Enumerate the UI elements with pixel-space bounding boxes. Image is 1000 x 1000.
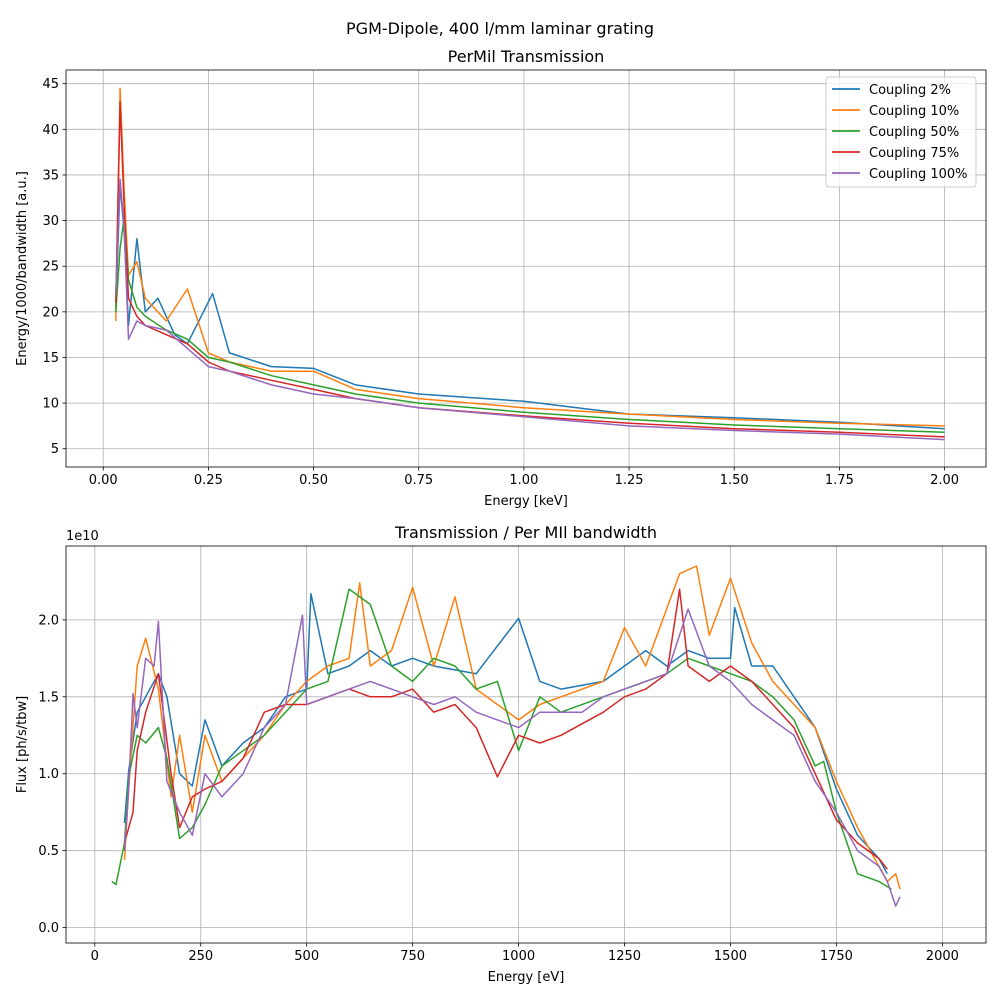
y-axis-offset-text: 1e10 <box>66 529 99 544</box>
legend-entry-label: Coupling 100% <box>869 167 968 182</box>
y-tick-label: 2.0 <box>38 613 59 628</box>
plot-transmission-per-mil-bandwidth: 0 250 500 750 1000 1250 1500 1750 2000 0.0 0.5 1.0 1… <box>15 523 987 985</box>
x-tick-label: 0.50 <box>299 473 328 488</box>
series-line-coupling-75pct <box>123 588 888 870</box>
x-tick-label: 0.25 <box>194 473 223 488</box>
x-axis-label: Energy [eV] <box>488 970 565 985</box>
y-tick-label: 5 <box>51 442 59 457</box>
y-tick-label: 25 <box>42 260 59 275</box>
axes-frame <box>65 69 987 468</box>
series-line-coupling-10pct <box>123 565 901 890</box>
x-axis-label: Energy [keV] <box>484 494 568 509</box>
x-tick-label: 1.00 <box>509 473 538 488</box>
y-tick-label: 40 <box>42 123 59 138</box>
x-tick-label: 0 <box>91 949 99 964</box>
x-tick-label: 2000 <box>926 949 959 964</box>
series-line-coupling-100pct <box>115 178 945 441</box>
y-tick-label: 30 <box>42 214 59 229</box>
x-tick-label: 1750 <box>820 949 853 964</box>
x-tick-label: 1500 <box>714 949 747 964</box>
plot-permil-transmission: 0.00 0.25 0.50 0.75 1.00 1.25 1.50 1.75 2.00 5 10 1… <box>15 47 987 509</box>
legend-entry-label: Coupling 10% <box>869 104 959 119</box>
x-tick-label: 250 <box>188 949 213 964</box>
x-tick-label: 0.00 <box>89 473 118 488</box>
x-tick-label: 750 <box>400 949 425 964</box>
x-tick-label: 2.00 <box>930 473 959 488</box>
chart-title: PerMil Transmission <box>448 47 605 66</box>
x-tick-label: 1.25 <box>615 473 644 488</box>
y-tick-label: 0.5 <box>38 844 59 859</box>
y-tick-label: 20 <box>42 305 59 320</box>
series-line-coupling-100pct <box>123 608 901 907</box>
series-line-coupling-50pct <box>111 588 892 890</box>
y-tick-label: 1.5 <box>38 690 59 705</box>
y-tick-label: 10 <box>42 397 59 412</box>
y-tick-label: 15 <box>42 351 59 366</box>
x-tick-label: 1.50 <box>720 473 749 488</box>
figure-suptitle: PGM-Dipole, 400 l/mm laminar grating <box>346 19 654 38</box>
legend-entry-label: Coupling 75% <box>869 146 959 161</box>
x-tick-label: 1.75 <box>825 473 854 488</box>
series-line-coupling-2pct <box>115 183 945 430</box>
series-line-coupling-2pct <box>123 592 888 875</box>
series-line-coupling-50pct <box>115 215 945 434</box>
legend-entry-label: Coupling 2% <box>869 83 951 98</box>
x-tick-label: 1000 <box>502 949 535 964</box>
x-tick-label: 0.75 <box>404 473 433 488</box>
y-axis-label: Flux [ph/s/tbw] <box>15 696 30 793</box>
axes-frame <box>65 545 987 944</box>
y-tick-label: 45 <box>42 77 59 92</box>
legend: Coupling 2% Coupling 10% Coupling 50% Coupl… <box>825 76 977 188</box>
y-tick-label: 1.0 <box>38 767 59 782</box>
legend-entry-label: Coupling 50% <box>869 125 959 140</box>
x-tick-label: 500 <box>294 949 319 964</box>
x-tick-label: 1250 <box>608 949 641 964</box>
chart-title: Transmission / Per MIl bandwidth <box>394 523 657 542</box>
y-axis-label: Energy/1000/bandwidth [a.u.] <box>15 171 30 366</box>
series-line-coupling-75pct <box>115 101 945 438</box>
y-tick-label: 0.0 <box>38 921 59 936</box>
legend-box <box>825 76 977 188</box>
y-tick-label: 35 <box>42 168 59 183</box>
